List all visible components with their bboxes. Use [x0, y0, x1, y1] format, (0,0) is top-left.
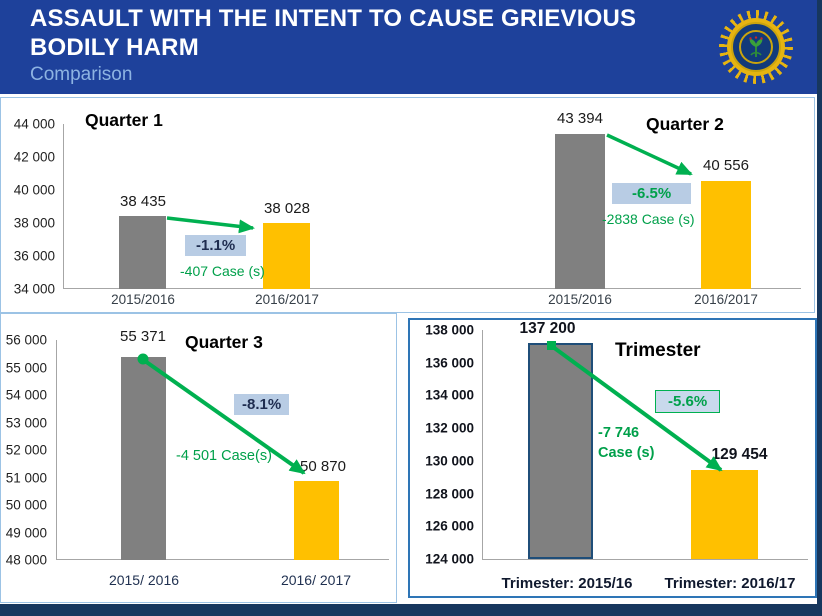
- y-axis-line: [56, 340, 57, 560]
- chart-title-q1: Quarter 1: [85, 110, 163, 130]
- y-axis-line: [63, 124, 64, 289]
- page-subtitle: Comparison: [30, 64, 133, 85]
- y-tick-label: 55 000: [5, 360, 47, 375]
- plot-area-q1q2: [1, 124, 814, 289]
- y-tick-label: 40 000: [13, 182, 55, 198]
- x-label-trimester-curr: Trimester: 2016/17: [664, 575, 796, 592]
- slide-header: ASSAULT WITH THE INTENT TO CAUSE GRIEVIO…: [0, 0, 818, 94]
- y-tick-label: 128 000: [425, 486, 474, 502]
- x-label-q2-prev: 2015/2016: [548, 292, 612, 307]
- x-label-q1-prev: 2015/2016: [111, 292, 175, 307]
- y-tick-label: 134 000: [425, 387, 474, 403]
- y-tick-label: 38 000: [13, 215, 55, 231]
- quarter1-quarter2-chart-panel: 44 000 42 000 40 000 38 000 36 000 34 000 Qua…: [0, 97, 815, 313]
- saps-badge-icon: [716, 5, 796, 89]
- x-axis-line: [63, 288, 801, 289]
- y-tick-label: 136 000: [425, 355, 474, 371]
- value-label-trimester-prev: 137 200: [519, 320, 576, 337]
- x-label-q3-prev: 2015/ 2016: [108, 572, 180, 588]
- pct-change-chip-q1: -1.1%: [185, 235, 247, 256]
- y-tick-label: 34 000: [13, 281, 55, 297]
- page-title: ASSAULT WITH THE INTENT TO CAUSE GRIEVIO…: [30, 5, 637, 61]
- y-tick-label: 124 000: [425, 551, 474, 567]
- value-label-q1-curr: 38 028: [264, 200, 310, 217]
- bar-trimester-2015-16: [528, 343, 593, 559]
- value-label-q1-prev: 38 435: [120, 193, 166, 210]
- bar-q1-2016-2017: [263, 223, 310, 289]
- y-tick-label: 49 000: [5, 525, 47, 540]
- y-tick-label: 50 000: [5, 497, 47, 513]
- cases-change-q2: -2838 Case (s): [602, 211, 695, 227]
- pct-change-chip-trimester: -5.6%: [655, 390, 721, 413]
- cases-change-line1: -7 746: [598, 425, 640, 441]
- cases-change-q3: -4 501 Case(s): [176, 448, 272, 464]
- bar-q3-2015-2016: [121, 357, 166, 560]
- trimester-chart-panel: 138 000 136 000 134 000 132 000 130 000 128 0…: [408, 318, 817, 598]
- chart-title-trimester: Trimester: [615, 340, 701, 361]
- y-tick-label: 126 000: [425, 518, 474, 534]
- bar-q1-2015-2016: [119, 216, 166, 289]
- value-label-q3-curr: 50 870: [300, 458, 346, 475]
- y-tick-label: 52 000: [5, 442, 47, 458]
- y-axis-ticks-q1q2: 44 000 42 000 40 000 38 000 36 000 34 000: [5, 117, 55, 297]
- chart-title-q3: Quarter 3: [185, 332, 263, 352]
- y-tick-label: 56 000: [5, 332, 47, 348]
- slide-bottom-edge: [0, 604, 822, 616]
- y-tick-label: 48 000: [5, 552, 47, 568]
- value-label-q2-curr: 40 556: [703, 157, 749, 174]
- value-label-q2-prev: 43 394: [557, 110, 603, 127]
- bar-q2-2015-2016: [555, 134, 605, 289]
- cases-change-q1: -407 Case (s): [180, 263, 265, 279]
- chart-title-q2: Quarter 2: [646, 114, 724, 134]
- value-label-q3-prev: 55 371: [120, 328, 166, 345]
- y-tick-label: 54 000: [5, 387, 47, 403]
- y-axis-ticks-trimester: 138 000 136 000 134 000 132 000 130 000 128 0…: [414, 323, 474, 567]
- y-tick-label: 132 000: [425, 420, 474, 436]
- y-tick-label: 36 000: [13, 248, 55, 264]
- x-label-trimester-prev: Trimester: 2015/16: [501, 575, 633, 592]
- x-label-q3-curr: 2016/ 2017: [280, 572, 352, 588]
- y-axis-line: [482, 330, 483, 559]
- bar-q3-2016-2017: [294, 481, 339, 560]
- y-tick-label: 44 000: [13, 116, 55, 132]
- badge-inner-ring: [739, 30, 773, 64]
- x-label-q1-curr: 2016/2017: [255, 292, 319, 307]
- bar-trimester-2016-17: [691, 470, 758, 559]
- y-tick-label: 51 000: [5, 470, 47, 485]
- pct-change-chip-q3: -8.1%: [234, 394, 290, 415]
- pct-change-chip-q2: -6.5%: [612, 183, 692, 204]
- x-label-q2-curr: 2016/2017: [694, 292, 758, 307]
- quarter3-chart-panel: 56 000 55 000 54 000 53 000 52 000 51 000 50 0…: [0, 313, 397, 603]
- slide-right-edge: [817, 0, 822, 616]
- cases-change-line2: Case (s): [598, 444, 655, 461]
- bar-q2-2016-2017: [701, 181, 751, 289]
- value-label-trimester-curr: 129 454: [711, 446, 768, 463]
- x-axis-line: [56, 559, 389, 560]
- y-axis-ticks-q3: 56 000 55 000 54 000 53 000 52 000 51 000 50 0…: [3, 333, 47, 568]
- y-tick-label: 53 000: [5, 415, 47, 430]
- y-tick-label: 42 000: [13, 149, 55, 165]
- y-tick-label: 138 000: [425, 322, 474, 338]
- y-tick-label: 130 000: [425, 453, 474, 469]
- badge-protea-icon: [749, 36, 763, 57]
- x-axis-line: [482, 559, 808, 560]
- cases-change-trimester: -7 746 Case (s): [598, 424, 654, 463]
